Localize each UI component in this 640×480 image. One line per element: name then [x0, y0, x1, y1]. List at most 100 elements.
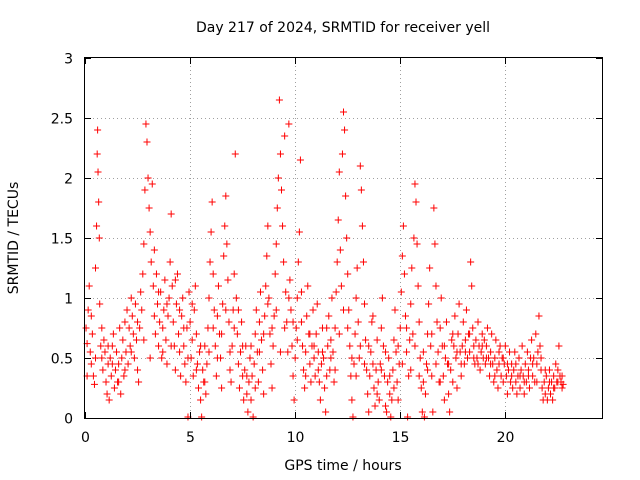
data-point	[356, 342, 364, 350]
data-point	[102, 378, 110, 386]
data-point	[432, 282, 440, 290]
data-point	[82, 324, 90, 332]
data-point	[169, 318, 177, 326]
data-point	[192, 330, 200, 338]
data-point	[281, 132, 289, 140]
data-point	[351, 330, 359, 338]
data-point	[105, 396, 113, 404]
y-tick-label: 3	[64, 52, 73, 68]
data-point	[400, 270, 408, 278]
data-point	[178, 312, 186, 320]
data-point	[211, 342, 219, 350]
data-point	[503, 390, 511, 398]
data-point	[379, 342, 387, 350]
data-point	[472, 336, 480, 344]
data-point	[524, 372, 532, 380]
data-point	[241, 366, 249, 374]
data-point	[392, 348, 400, 356]
data-point	[417, 384, 425, 392]
data-point	[474, 360, 482, 368]
data-point	[476, 366, 484, 374]
data-point	[452, 354, 460, 362]
data-point	[289, 372, 297, 380]
data-point	[528, 336, 536, 344]
y-axis-title: SRMTID / TECUs	[6, 182, 22, 295]
data-point	[518, 342, 526, 350]
data-point	[238, 318, 246, 326]
data-point	[109, 330, 117, 338]
data-point	[492, 336, 500, 344]
data-point	[230, 324, 238, 332]
data-point	[513, 390, 521, 398]
data-point	[349, 413, 357, 421]
data-point	[499, 354, 507, 362]
data-point	[453, 384, 461, 392]
data-point	[404, 413, 412, 421]
data-point	[135, 378, 143, 386]
data-point	[167, 342, 175, 350]
data-point	[536, 342, 544, 350]
data-point	[192, 366, 200, 374]
data-point	[99, 366, 107, 374]
data-point	[355, 354, 363, 362]
data-point	[433, 318, 441, 326]
data-point	[179, 294, 187, 302]
data-point	[394, 342, 402, 350]
data-point	[208, 198, 216, 206]
data-point	[247, 396, 255, 404]
data-point	[172, 300, 180, 308]
data-point	[218, 384, 226, 392]
data-point	[289, 318, 297, 326]
data-point	[196, 348, 204, 356]
data-point	[168, 282, 176, 290]
data-point	[280, 258, 288, 266]
data-point	[432, 360, 440, 368]
data-point	[293, 294, 301, 302]
data-point	[121, 366, 129, 374]
data-point	[331, 324, 339, 332]
data-point	[307, 378, 315, 386]
data-point	[373, 390, 381, 398]
data-point	[436, 378, 444, 386]
data-point	[210, 306, 218, 314]
data-point	[357, 186, 365, 194]
data-point	[533, 378, 541, 386]
data-point	[161, 276, 169, 284]
data-point	[124, 360, 132, 368]
data-point	[132, 336, 140, 344]
data-point	[234, 306, 242, 314]
data-point	[226, 348, 234, 356]
data-point	[201, 378, 209, 386]
data-point	[143, 138, 151, 146]
x-tick-label: 0	[81, 430, 90, 446]
data-point	[537, 354, 545, 362]
data-point	[163, 300, 171, 308]
data-point	[134, 318, 142, 326]
data-point	[478, 342, 486, 350]
data-point	[461, 348, 469, 356]
data-point	[363, 366, 371, 374]
data-point	[181, 360, 189, 368]
data-point	[276, 150, 284, 158]
data-point	[159, 324, 167, 332]
data-point	[336, 246, 344, 254]
data-point	[222, 306, 230, 314]
data-point	[327, 336, 335, 344]
data-point	[272, 306, 280, 314]
data-point	[121, 318, 129, 326]
data-point	[222, 192, 230, 200]
data-point	[344, 270, 352, 278]
data-point	[396, 324, 404, 332]
data-point	[230, 270, 238, 278]
data-point	[523, 348, 531, 356]
data-point	[421, 390, 429, 398]
data-point	[407, 300, 415, 308]
chart-title: Day 217 of 2024, SRMTID for receiver yel…	[196, 20, 490, 36]
data-point	[318, 348, 326, 356]
data-point	[279, 222, 287, 230]
data-point	[405, 372, 413, 380]
data-point	[510, 366, 518, 374]
data-point	[445, 390, 453, 398]
data-point	[431, 240, 439, 248]
data-point	[410, 234, 418, 242]
